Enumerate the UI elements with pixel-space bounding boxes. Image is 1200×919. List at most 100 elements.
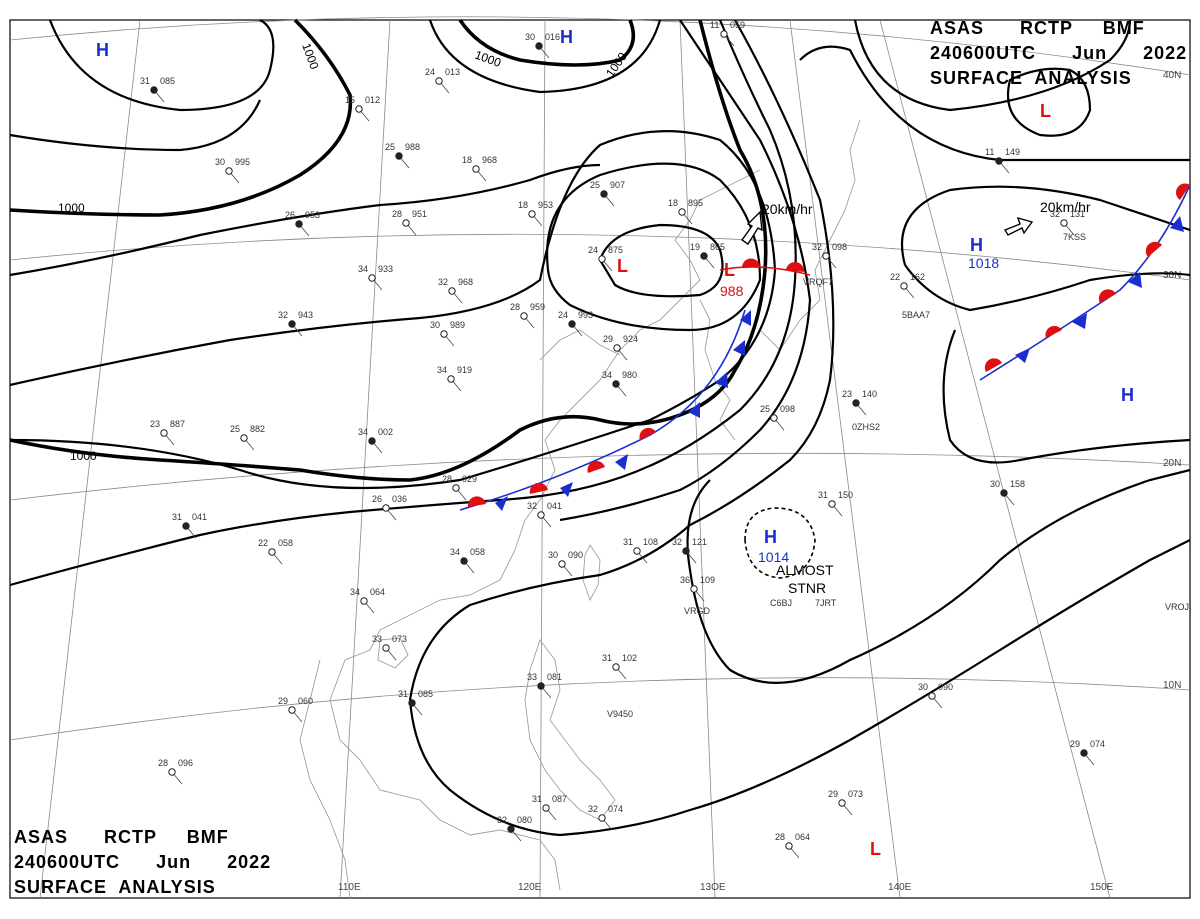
station-pressure: 036 bbox=[392, 494, 407, 504]
station-circle-icon bbox=[288, 320, 296, 328]
station-temperature: 30 bbox=[918, 682, 928, 692]
station-temperature: 32 bbox=[438, 277, 448, 287]
station-temperature: 15 bbox=[345, 95, 355, 105]
station-pressure: 887 bbox=[170, 419, 185, 429]
station-plot: 32 080 bbox=[497, 815, 532, 842]
coastline-yellow-sea bbox=[539, 329, 621, 361]
motion-label-low: 20km/hr bbox=[762, 201, 813, 217]
station-temperature: 30 bbox=[215, 157, 225, 167]
warm-front-semicircle bbox=[529, 482, 548, 494]
station-plot: 18 895 bbox=[668, 198, 703, 225]
station-plot: 32 131 bbox=[1050, 209, 1085, 236]
station-pressure: 895 bbox=[688, 198, 703, 208]
station-temperature: 26 bbox=[285, 210, 295, 220]
station-temperature: 23 bbox=[842, 389, 852, 399]
latitude-line-40n bbox=[9, 16, 1191, 76]
station-plot: 34 980 bbox=[602, 370, 637, 397]
station-circle-icon bbox=[382, 644, 390, 652]
coastline-taiwan bbox=[582, 544, 601, 602]
station-circle-icon bbox=[160, 429, 168, 437]
station-pressure: 059 bbox=[730, 20, 745, 30]
map-frame bbox=[9, 19, 1191, 899]
warm-front-line bbox=[719, 266, 811, 276]
warm-front-semicircle bbox=[984, 358, 1002, 372]
station-plot: 34 933 bbox=[358, 264, 393, 291]
station-plot: 18 953 bbox=[518, 200, 553, 227]
station-circle-icon bbox=[182, 522, 190, 530]
station-circle-icon bbox=[452, 484, 460, 492]
station-temperature: 32 bbox=[527, 501, 537, 511]
station-temperature: 32 bbox=[278, 310, 288, 320]
station-pressure: 060 bbox=[298, 696, 313, 706]
station-circle-icon bbox=[537, 682, 545, 690]
station-circle-icon bbox=[447, 375, 455, 383]
ship-callsign: VRQF7 bbox=[803, 277, 833, 287]
lon-label-130e: 13OE bbox=[700, 882, 726, 893]
station-circle-icon bbox=[720, 30, 728, 38]
isobar-dashed-1014 bbox=[744, 507, 816, 579]
station-plot: 24 013 bbox=[425, 67, 460, 94]
coastline-china-mainland bbox=[329, 169, 761, 891]
station-temperature: 25 bbox=[760, 404, 770, 414]
station-circle-icon bbox=[535, 42, 543, 50]
isobar-southeast bbox=[849, 539, 1191, 741]
station-circle-icon bbox=[1000, 489, 1008, 497]
station-circle-icon bbox=[828, 500, 836, 508]
station-pressure: 951 bbox=[412, 209, 427, 219]
station-temperature: 34 bbox=[450, 547, 460, 557]
warm-front-semicircle bbox=[1145, 241, 1162, 257]
lon-label-140e: 140E bbox=[888, 882, 912, 893]
station-plot: 34 002 bbox=[358, 427, 393, 454]
isobar-east-high-lower bbox=[904, 264, 1191, 312]
high-center-east-value: 1018 bbox=[968, 255, 999, 271]
station-circle-icon bbox=[355, 105, 363, 113]
cold-front-triangle bbox=[688, 402, 700, 418]
station-pressure: 041 bbox=[192, 512, 207, 522]
station-temperature: 32 bbox=[588, 804, 598, 814]
station-pressure: 013 bbox=[445, 67, 460, 77]
lat-label-30n: 30N bbox=[1163, 270, 1181, 281]
station-pressure: 953 bbox=[305, 210, 320, 220]
warm-front-semicircle bbox=[741, 258, 760, 268]
station-pressure: 109 bbox=[700, 575, 715, 585]
high-center-south: H bbox=[764, 527, 777, 547]
station-circle-icon bbox=[268, 548, 276, 556]
station-temperature: 28 bbox=[510, 302, 520, 312]
station-circle-icon bbox=[822, 252, 830, 260]
station-plot: 23 887 bbox=[150, 419, 185, 446]
station-circle-icon bbox=[900, 282, 908, 290]
station-temperature: 32 bbox=[812, 242, 822, 252]
station-plot: 31 150 bbox=[818, 490, 853, 517]
station-plot: 15 012 bbox=[345, 95, 380, 122]
station-temperature: 25 bbox=[230, 424, 240, 434]
isobar-east-high bbox=[900, 185, 1191, 266]
station-plot: 25 988 bbox=[385, 142, 420, 169]
station-circle-icon bbox=[472, 165, 480, 173]
station-plot: 31 085 bbox=[398, 689, 433, 716]
station-temperature: 33 bbox=[527, 672, 537, 682]
warm-front-semicircle bbox=[467, 496, 486, 507]
station-circle-icon bbox=[368, 437, 376, 445]
station-pressure: 002 bbox=[378, 427, 393, 437]
station-circle-icon bbox=[402, 219, 410, 227]
station-circle-icon bbox=[150, 86, 158, 94]
low-center-main: L bbox=[724, 260, 735, 280]
station-pressure: 073 bbox=[392, 634, 407, 644]
station-temperature: 30 bbox=[548, 550, 558, 560]
isobar-south-loop bbox=[408, 524, 851, 837]
high-center-northwest: H bbox=[96, 40, 109, 60]
station-circle-icon bbox=[528, 210, 536, 218]
lat-label-40n: 40N bbox=[1163, 70, 1181, 81]
station-pressure: 882 bbox=[250, 424, 265, 434]
isobar-outer-2 bbox=[559, 19, 812, 522]
station-plot: 34 058 bbox=[450, 547, 485, 574]
station-plot: 25 098 bbox=[760, 404, 795, 431]
station-circle-icon bbox=[288, 706, 296, 714]
station-temperature: 24 bbox=[425, 67, 435, 77]
station-circle-icon bbox=[448, 287, 456, 295]
cold-front-triangle bbox=[733, 340, 745, 356]
cold-front-triangle bbox=[715, 372, 728, 388]
station-pressure: 012 bbox=[365, 95, 380, 105]
station-temperature: 34 bbox=[358, 264, 368, 274]
station-temperature: 30 bbox=[525, 32, 535, 42]
